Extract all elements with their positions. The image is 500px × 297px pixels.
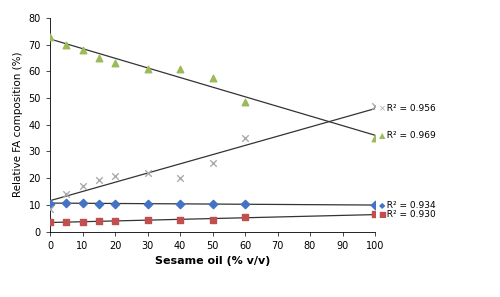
Point (176, 201, 184, 206)
Legend: C16:0, C18:0, C181:0, C18:2: C16:0, C18:0, C181:0, C18:2 (48, 296, 288, 297)
Point (144, 201, 152, 206)
Point (78, 201, 86, 206)
Text: ■: ■ (378, 210, 386, 219)
Point (111, 219, 119, 223)
Point (62, 192, 70, 197)
Point (144, 66, 152, 71)
Point (176, 66, 184, 71)
X-axis label: Sesame oil (% v/v): Sesame oil (% v/v) (155, 256, 270, 266)
Point (208, 202, 216, 206)
Point (62, 42, 70, 47)
Text: ▲: ▲ (378, 131, 385, 140)
Point (144, 170, 152, 175)
Point (46, 34, 54, 39)
Point (78, 184, 86, 189)
Point (371, 203, 379, 208)
Point (95, 219, 103, 224)
Text: R² = 0.969: R² = 0.969 (381, 131, 436, 140)
Point (176, 217, 184, 222)
Point (371, 104, 379, 108)
Text: R² = 0.930: R² = 0.930 (381, 210, 436, 219)
Point (95, 201, 103, 206)
Point (176, 176, 184, 181)
Point (62, 200, 70, 205)
Text: ◆: ◆ (378, 200, 385, 210)
Text: R² = 0.934: R² = 0.934 (381, 200, 436, 210)
Point (208, 76, 216, 80)
Point (78, 48, 86, 52)
Point (144, 218, 152, 223)
Point (62, 219, 70, 224)
Y-axis label: Relative FA composition (%): Relative FA composition (%) (13, 52, 23, 198)
Point (95, 177, 103, 182)
Point (371, 212, 379, 217)
Point (241, 136, 249, 140)
Point (111, 201, 119, 206)
Point (371, 136, 379, 140)
Point (241, 100, 249, 105)
Point (95, 56, 103, 60)
Point (208, 217, 216, 222)
Point (78, 219, 86, 224)
Point (111, 61, 119, 66)
Point (111, 173, 119, 178)
Text: R² = 0.956: R² = 0.956 (381, 104, 436, 113)
Point (46, 207, 54, 211)
Point (241, 202, 249, 206)
Point (46, 220, 54, 225)
Point (241, 214, 249, 219)
Point (208, 161, 216, 166)
Text: ×: × (378, 104, 386, 113)
Point (46, 201, 54, 206)
